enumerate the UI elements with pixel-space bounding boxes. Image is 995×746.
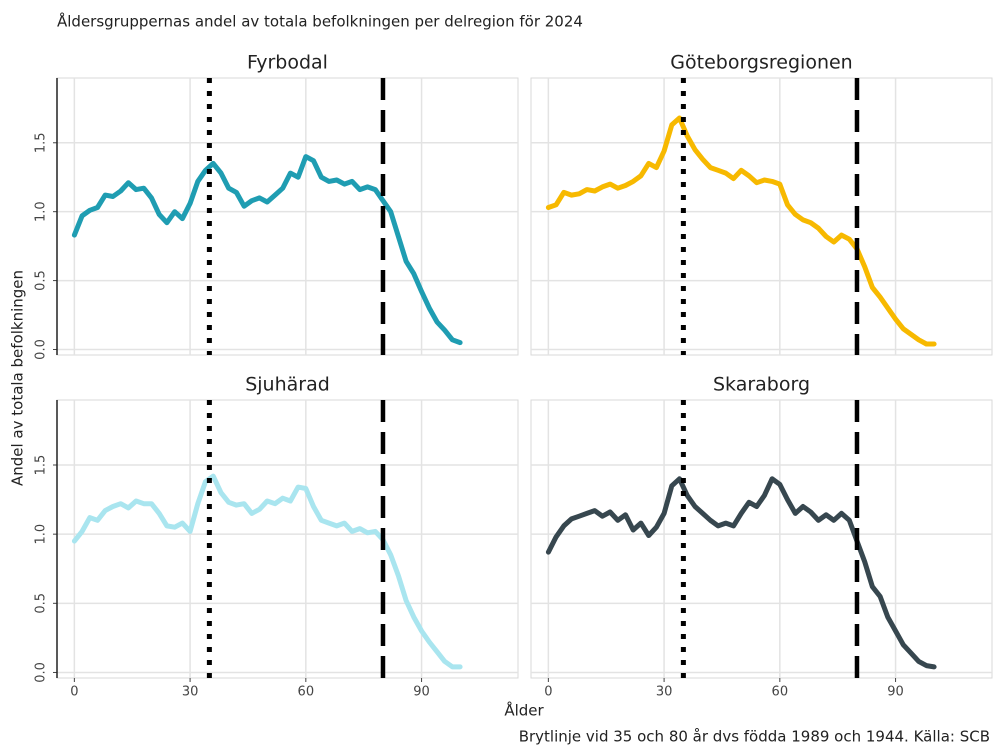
panel-title: Skaraborg	[713, 374, 810, 396]
y-tick-label: 0.5	[34, 593, 49, 614]
y-axis-label: Andel av totala befolkningen	[9, 270, 27, 486]
panel-title: Göteborgsregionen	[670, 52, 852, 74]
x-tick-label: 30	[656, 685, 673, 700]
data-line	[545, 115, 937, 347]
x-axis-label: Ålder	[504, 701, 544, 720]
y-tick-label: 1.5	[34, 132, 49, 153]
panel-frame	[56, 77, 519, 356]
panel-title: Fyrbodal	[247, 52, 328, 74]
y-tick-label: 1.0	[34, 201, 49, 222]
x-tick-label: 30	[182, 685, 199, 700]
data-line	[545, 476, 937, 670]
panel-frame	[530, 77, 993, 356]
x-tick-label: 90	[413, 685, 430, 700]
caption: Brytlinje vid 35 och 80 år dvs födda 198…	[519, 728, 990, 746]
x-tick-label: 90	[887, 685, 904, 700]
data-line	[71, 154, 463, 346]
panel-frame	[530, 399, 993, 679]
x-tick-label: 0	[544, 685, 552, 700]
y-tick-label: 1.0	[34, 524, 49, 545]
y-tick-label: 0.0	[34, 662, 49, 683]
chart-title: Åldersgruppernas andel av totala befolkn…	[57, 12, 583, 31]
x-tick-label: 0	[70, 685, 78, 700]
panel-title: Sjuhärad	[245, 374, 330, 396]
x-tick-label: 60	[772, 685, 789, 700]
y-tick-label: 0.5	[34, 270, 49, 291]
y-tick-label: 1.5	[34, 455, 49, 476]
panel-frame	[56, 399, 519, 679]
y-tick-label: 0.0	[34, 339, 49, 360]
x-tick-label: 60	[298, 685, 315, 700]
data-line	[71, 473, 463, 670]
